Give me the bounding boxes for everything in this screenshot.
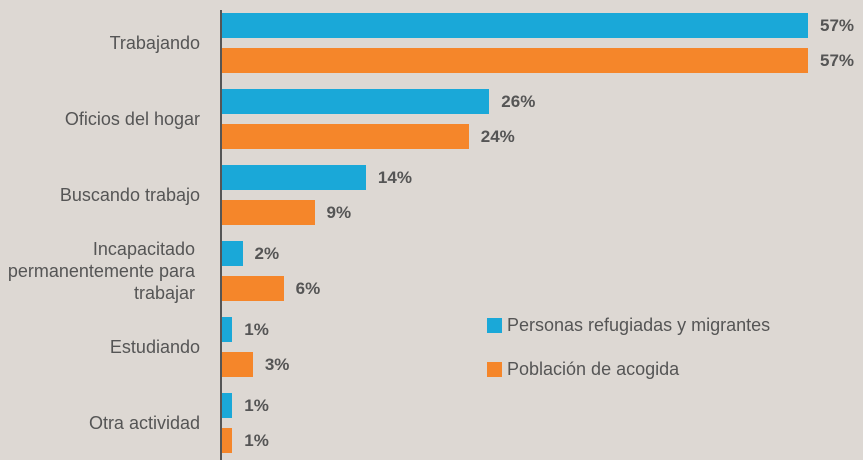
legend-label: Personas refugiadas y migrantes <box>507 315 771 335</box>
bar <box>222 48 808 73</box>
legend-label: Población de acogida <box>507 359 680 379</box>
bar <box>222 200 315 225</box>
value-label: 57% <box>820 51 855 70</box>
bar <box>222 13 808 38</box>
bar <box>222 124 469 149</box>
category-label: Incapacitado permanentemente para trabaj… <box>7 239 195 303</box>
bar <box>222 428 233 453</box>
category-label: Buscando trabajo <box>59 185 200 205</box>
category-label: Estudiando <box>109 337 200 357</box>
bar <box>222 352 253 377</box>
legend-swatch <box>487 362 502 377</box>
value-label: 2% <box>254 244 280 263</box>
bar <box>222 89 490 114</box>
axis-line <box>220 10 222 460</box>
value-label: 9% <box>326 203 352 222</box>
value-label: 57% <box>820 16 855 35</box>
value-label: 6% <box>295 279 321 298</box>
value-label: 1% <box>244 431 269 450</box>
bar <box>222 165 366 190</box>
bar <box>222 276 284 301</box>
legend-swatch <box>487 318 502 333</box>
category-label: Otra actividad <box>88 413 200 433</box>
bar <box>222 393 233 418</box>
category-label: Oficios del hogar <box>64 109 200 129</box>
value-label: 24% <box>480 127 515 146</box>
value-label: 1% <box>244 396 269 415</box>
value-label: 1% <box>244 320 269 339</box>
value-label: 26% <box>501 92 536 111</box>
value-label: 3% <box>264 355 290 374</box>
bar <box>222 317 233 342</box>
bar <box>222 241 243 266</box>
value-label: 14% <box>377 168 412 187</box>
category-label: Trabajando <box>109 33 200 53</box>
